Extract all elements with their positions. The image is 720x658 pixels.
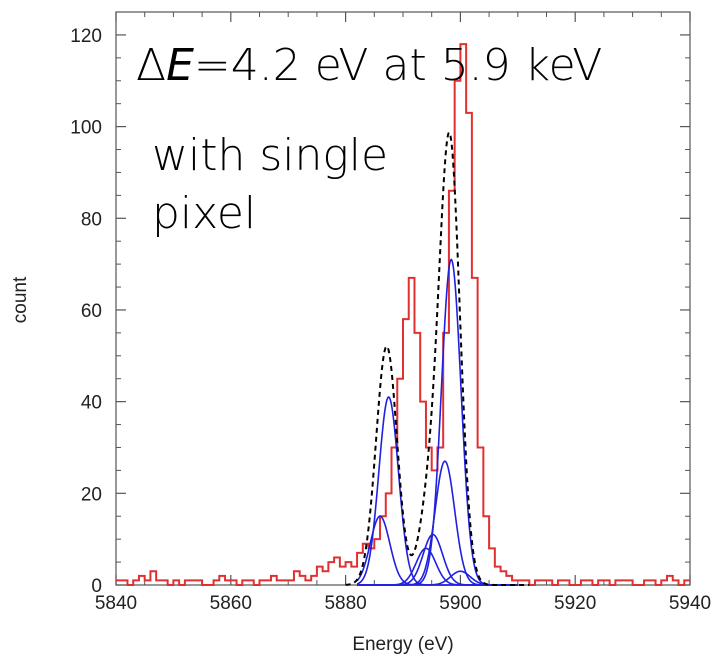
resolution-value: =4.2 eV at 5.9 keV bbox=[194, 40, 602, 91]
plot-frame bbox=[115, 11, 691, 586]
total-fit-curve bbox=[345, 130, 530, 586]
resolution-annotation: ΔE=4.2 eV at 5.9 keV bbox=[136, 40, 602, 91]
energy-variable: E bbox=[166, 40, 194, 91]
pixel-annotation-line2: pixel bbox=[152, 188, 256, 239]
pixel-annotation-line1: with single bbox=[152, 130, 388, 181]
x-tick-label: 5920 bbox=[554, 593, 596, 614]
x-tick-label: 5860 bbox=[210, 593, 252, 614]
histogram-series bbox=[116, 43, 690, 586]
y-axis: 0 20 40 60 80 100 120 bbox=[70, 26, 690, 597]
y-tick-label: 0 bbox=[91, 576, 102, 597]
fit-component-curve bbox=[357, 258, 518, 586]
x-axis-title: Energy (eV) bbox=[352, 634, 453, 655]
y-tick-label: 120 bbox=[70, 26, 102, 47]
x-axis: 5840 5860 5880 5900 5920 5940 bbox=[95, 12, 711, 614]
fit-component-curve bbox=[357, 547, 518, 586]
fit-component-curve bbox=[356, 515, 518, 586]
y-tick-label: 60 bbox=[81, 301, 102, 322]
y-tick-label: 20 bbox=[81, 484, 102, 505]
y-tick-label: 80 bbox=[81, 209, 102, 230]
delta-symbol: Δ bbox=[136, 40, 166, 91]
fit-components bbox=[356, 258, 518, 586]
fit-component-curve bbox=[357, 533, 518, 586]
y-axis-title: count bbox=[10, 276, 31, 323]
x-tick-label: 5840 bbox=[95, 593, 137, 614]
x-tick-label: 5940 bbox=[669, 593, 711, 614]
y-tick-label: 40 bbox=[81, 393, 102, 414]
fit-component-curve bbox=[357, 570, 518, 586]
y-tick-label: 100 bbox=[70, 118, 102, 139]
x-tick-label: 5880 bbox=[324, 593, 366, 614]
x-tick-label: 5900 bbox=[439, 593, 481, 614]
